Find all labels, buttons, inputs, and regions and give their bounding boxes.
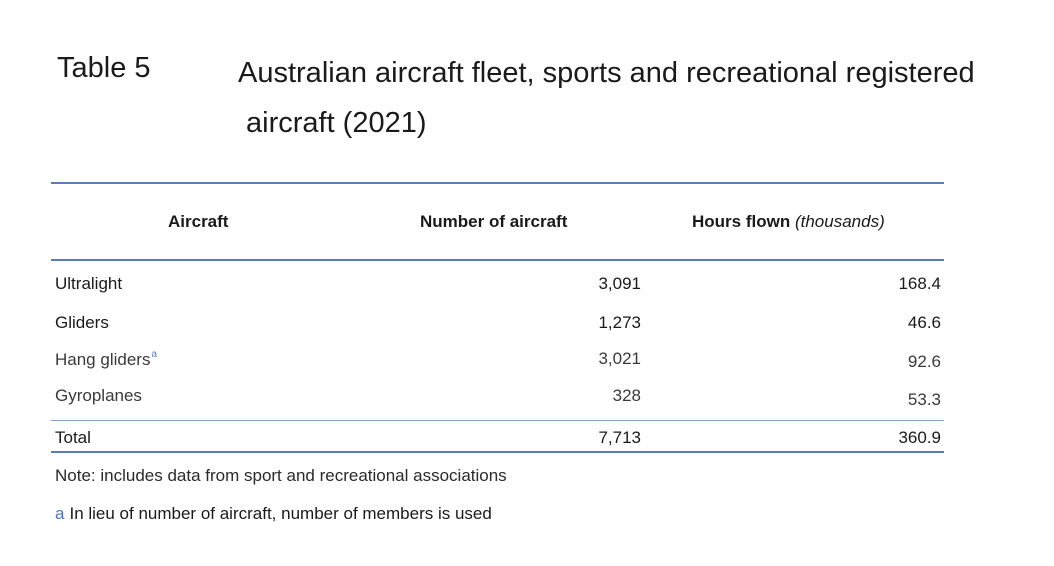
table-title: Australian aircraft fleet, sports and re… [238,48,1038,148]
table-row: Ultralight 3,091 168.4 [0,274,1054,298]
row-name: Gliders [55,313,109,332]
table-row: Gliders 1,273 46.6 [0,313,1054,337]
table-title-line1: Australian aircraft fleet, sports and re… [238,57,975,89]
footnote-mark: a [55,504,65,523]
row-number: 3,091 [598,274,641,293]
footnote-marker: a [151,349,158,360]
row-name: Gyroplanes [55,386,142,405]
row-hours: 53.3 [907,390,941,409]
row-number: 328 [612,386,641,405]
row-number: 1,273 [598,313,641,332]
row-number: 3,021 [598,349,641,368]
header-hours-unit: (thousands) [794,212,885,231]
row-hours: 92.6 [907,352,941,371]
header-aircraft: Aircraft [168,212,229,231]
header-number-of-aircraft: Number of aircraft [420,212,568,231]
footnote-text: In lieu of number of aircraft, number of… [69,504,492,523]
row-hours: 46.6 [907,313,941,332]
header-hours-label: Hours flown [692,212,791,231]
table-bottom-rule [51,451,944,453]
table-row: Hang glidersa 3,021 92.6 [0,349,1054,373]
table-title-label: Table 5 [57,52,151,84]
table-row: Gyroplanes 328 53.3 [0,386,1054,410]
table-total-row: Total 7,713 360.9 [0,428,1054,452]
total-number: 7,713 [598,428,641,447]
row-hours: 168.4 [898,274,941,293]
total-name: Total [55,428,91,447]
table-note: Note: includes data from sport and recre… [55,466,507,485]
row-name: Hang glidersa [55,349,157,370]
header-bottom-rule [51,259,944,261]
table-top-rule [51,182,944,184]
row-name-text: Hang gliders [55,350,151,369]
header-hours-flown: Hours flown (thousands) [692,212,885,232]
total-top-rule [51,420,944,421]
row-name: Ultralight [55,274,123,293]
total-hours: 360.9 [898,428,941,447]
table-footnote: a In lieu of number of aircraft, number o… [55,504,492,524]
table-title-line2: aircraft (2021) [246,107,427,139]
